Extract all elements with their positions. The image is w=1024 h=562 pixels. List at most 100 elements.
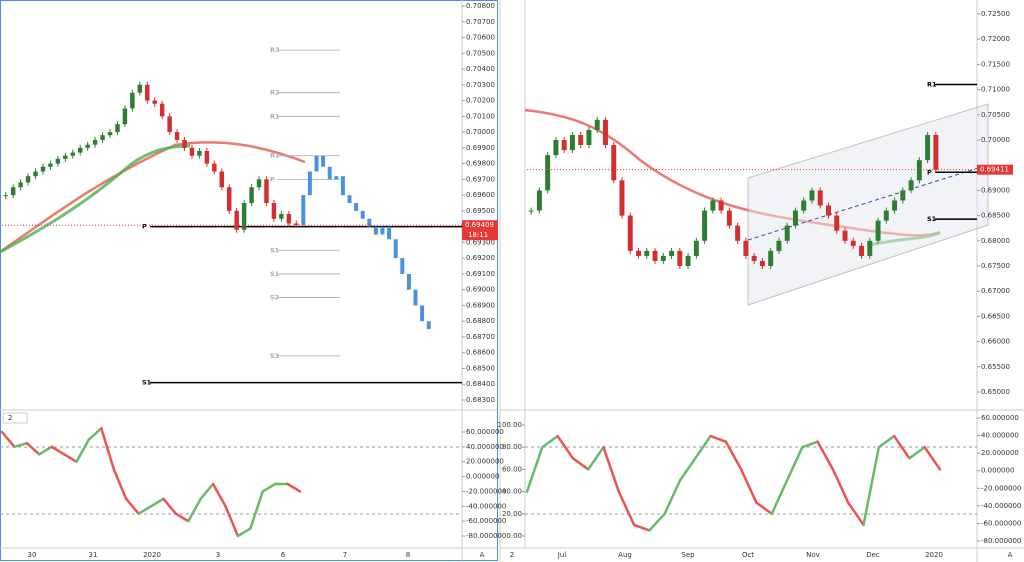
candle xyxy=(842,230,848,241)
price-tick-label: 0.70000 xyxy=(981,136,1010,144)
candle xyxy=(718,200,724,211)
osc-tick-label: 20.000000 xyxy=(981,449,1019,457)
candle xyxy=(644,250,650,256)
time-label: 2020 xyxy=(925,551,943,559)
candle xyxy=(569,134,575,151)
time-label: 3 xyxy=(216,551,220,559)
candle xyxy=(241,203,247,230)
candle xyxy=(751,255,757,261)
pivot-label: R3 xyxy=(270,46,280,54)
projection-bar xyxy=(334,176,339,180)
time-label: 7 xyxy=(343,551,347,559)
osc-tick-label: -60.000000 xyxy=(466,517,506,525)
osc-segment xyxy=(174,512,190,523)
osc-segment xyxy=(678,457,697,482)
price-tick-label: 0.65500 xyxy=(981,363,1010,371)
candle xyxy=(286,214,292,224)
osc-tick-label: 60.000000 xyxy=(466,428,504,436)
osc-tick-label: 20.00 xyxy=(502,510,522,518)
osc-tick-label: 40.000000 xyxy=(981,432,1019,440)
candle xyxy=(536,190,542,211)
candle xyxy=(204,150,210,164)
price-tick-label: 0.69800 xyxy=(466,160,495,168)
candle xyxy=(33,171,38,177)
candle xyxy=(122,108,128,125)
osc-segment xyxy=(224,505,240,538)
candle xyxy=(710,200,716,211)
osc-segment xyxy=(602,445,621,493)
candle xyxy=(18,182,23,188)
time-label: Nov xyxy=(806,551,820,559)
time-label: 30 xyxy=(28,551,37,559)
candle xyxy=(652,250,658,261)
candle xyxy=(677,250,683,266)
candle xyxy=(137,84,143,93)
candle xyxy=(553,140,559,156)
candle xyxy=(925,134,931,161)
candle xyxy=(256,179,262,188)
candle xyxy=(660,255,666,261)
moving-average xyxy=(0,144,191,254)
projection-bar xyxy=(393,239,398,259)
osc-tick-label: 60.000000 xyxy=(981,414,1019,422)
osc-tick-label: 0.000000 xyxy=(981,467,1014,475)
osc-segment xyxy=(739,468,758,504)
pivot-label: R1 xyxy=(270,152,280,160)
projection-bar xyxy=(367,218,372,227)
candle xyxy=(685,255,691,266)
candle xyxy=(759,260,765,266)
time-label: Sep xyxy=(681,551,695,559)
price-tick-label: 0.71000 xyxy=(981,86,1010,94)
osc-segment xyxy=(199,482,215,501)
projection-bar xyxy=(373,226,378,235)
osc-segment xyxy=(0,430,16,449)
osc-segment xyxy=(249,490,264,530)
osc-segment xyxy=(571,457,590,471)
price-tick-label: 0.69100 xyxy=(466,270,495,278)
candle xyxy=(249,187,254,203)
candle xyxy=(768,250,774,266)
last-price-label: 0.69411 xyxy=(980,166,1009,174)
osc-segment xyxy=(908,445,926,460)
projection-bar xyxy=(380,226,385,235)
osc-segment xyxy=(261,482,277,493)
candle xyxy=(693,240,699,256)
candle xyxy=(784,225,790,241)
osc-tick-label: -60.000000 xyxy=(981,519,1021,527)
candle xyxy=(55,158,61,164)
price-tick-label: 0.68700 xyxy=(466,333,495,341)
candle xyxy=(627,215,633,251)
osc-tick-label: 60.00 xyxy=(502,465,522,473)
projection-bar xyxy=(307,171,312,196)
candle xyxy=(801,200,807,211)
candle xyxy=(776,240,782,251)
projection-bar xyxy=(360,210,365,219)
price-tick-label: 0.72500 xyxy=(981,10,1010,18)
osc-segment xyxy=(877,434,896,449)
osc-segment xyxy=(892,434,911,460)
price-tick-label: 0.69200 xyxy=(466,254,495,262)
candle xyxy=(152,100,157,104)
price-tick-label: 0.71500 xyxy=(981,60,1010,68)
osc-segment xyxy=(286,482,302,493)
candle xyxy=(115,124,120,133)
candle xyxy=(826,205,831,216)
price-tick-label: 0.69000 xyxy=(466,286,495,294)
indicator-legend[interactable] xyxy=(2,412,28,424)
candle xyxy=(279,214,284,219)
osc-segment xyxy=(100,427,115,471)
candle xyxy=(271,203,277,219)
osc-segment xyxy=(846,501,865,527)
candle xyxy=(226,187,232,211)
osc-segment xyxy=(124,497,140,515)
osc-segment xyxy=(62,453,78,463)
candle xyxy=(586,129,592,146)
candle xyxy=(294,223,299,226)
candle xyxy=(883,210,889,221)
candle xyxy=(578,134,584,146)
candle xyxy=(70,152,76,156)
candle xyxy=(85,144,90,148)
projection-bar xyxy=(387,226,392,240)
candle xyxy=(145,84,150,101)
candle xyxy=(602,119,608,146)
